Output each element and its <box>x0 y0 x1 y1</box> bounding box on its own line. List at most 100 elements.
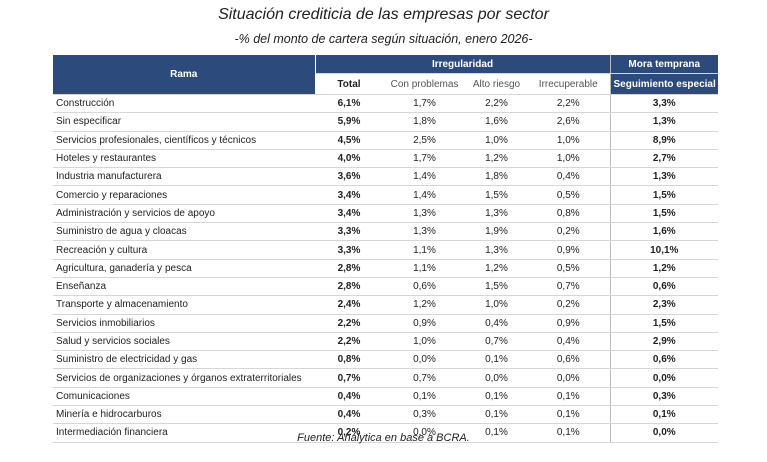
table-cell: 0,0% <box>466 368 527 388</box>
table-row: Servicios de organizaciones y órganos ex… <box>53 368 719 388</box>
column-header: Irrecuperable <box>527 73 611 95</box>
table-cell: 1,9% <box>466 222 527 242</box>
header-cell: Mora temprana <box>609 55 719 74</box>
table-row: Salud y servicios sociales 2,2% 1,0% 0,7% 0,… <box>53 332 719 352</box>
table-row: Transporte y almacenamiento 2,4% 1,2% 1,0% 0… <box>53 295 719 315</box>
table-cell: 1,5% <box>609 314 719 333</box>
table-cell: 0,8% <box>315 350 383 370</box>
table-cell: 1,3% <box>609 112 719 132</box>
table-cell: 1,0% <box>383 332 466 352</box>
table-cell: 0,9% <box>383 314 466 333</box>
table-cell: 0,4% <box>315 405 383 425</box>
table-cell: Agricultura, ganadería y pesca <box>53 259 315 278</box>
table-cell: 1,5% <box>466 185 527 205</box>
table-cell: Suministro de electricidad y gas <box>53 350 315 370</box>
table-cell: 1,3% <box>466 240 527 260</box>
table-row: Enseñanza 2,8% 0,6% 1,5% 0,7% 0,6% <box>53 277 719 297</box>
table-cell: Sin especificar <box>53 112 315 132</box>
table-cell: 0,1% <box>527 405 611 425</box>
table-row: Suministro de agua y cloacas 3,3% 1,3% 1,9%… <box>53 222 719 242</box>
table-cell: 0,4% <box>466 314 527 333</box>
table-cell: 1,3% <box>609 167 719 187</box>
table-cell: 0,3% <box>383 405 466 425</box>
table-cell: 2,8% <box>315 277 383 297</box>
table-cell: 4,0% <box>315 149 383 169</box>
table-cell: 3,6% <box>315 167 383 187</box>
table-cell: 1,4% <box>383 167 466 187</box>
table-cell: 0,7% <box>383 368 466 388</box>
table-cell: 2,5% <box>383 131 466 150</box>
table-cell: 0,5% <box>527 259 611 278</box>
table-cell: 5,9% <box>315 112 383 132</box>
table-cell: 2,9% <box>609 332 719 352</box>
table-cell: 1,2% <box>466 259 527 278</box>
table-cell: 0,6% <box>609 350 719 370</box>
table-cell: 2,4% <box>315 295 383 315</box>
table-cell: Servicios profesionales, científicos y t… <box>53 131 315 150</box>
table-cell: 0,2% <box>527 295 611 315</box>
table-cell: 0,7% <box>527 277 611 297</box>
table-row: Agricultura, ganadería y pesca 2,8% 1,1% 1,… <box>53 259 719 278</box>
table-cell: Enseñanza <box>53 277 315 297</box>
table-cell: 0,0% <box>527 368 611 388</box>
table-cell: Construcción <box>53 94 315 114</box>
table-cell: 0,9% <box>527 314 611 333</box>
table-cell: 2,2% <box>466 94 527 114</box>
table-cell: Hoteles y restaurantes <box>53 149 315 169</box>
table-cell: 0,1% <box>466 387 527 407</box>
table-row: Administración y servicios de apoyo 3,4% 1… <box>53 204 719 224</box>
table-cell: 1,2% <box>609 259 719 278</box>
table-cell: 0,1% <box>609 405 719 425</box>
table-cell: 0,7% <box>466 332 527 352</box>
table-cell: 8,9% <box>609 131 719 150</box>
table-cell: 0,2% <box>315 423 383 443</box>
table-row: Sin especificar 5,9% 1,8% 1,6% 2,6% 1,3% <box>53 112 719 132</box>
table-cell: 0,0% <box>609 368 719 388</box>
table-cell: 1,7% <box>383 149 466 169</box>
header-cell: Irregularidad <box>314 55 611 74</box>
table-cell: Industria manufacturera <box>53 167 315 187</box>
table-cell: 1,0% <box>466 295 527 315</box>
table-row: Comercio y reparaciones 3,4% 1,4% 1,5% 0,5% 1… <box>53 185 719 205</box>
table-cell: 3,3% <box>609 94 719 114</box>
table-cell: 0,4% <box>527 332 611 352</box>
table-cell: 2,6% <box>527 112 611 132</box>
table-cell: 1,8% <box>383 112 466 132</box>
table-cell: 1,5% <box>609 185 719 205</box>
table-cell: 0,6% <box>527 350 611 370</box>
table-cell: 0,1% <box>383 387 466 407</box>
table-cell: 1,1% <box>383 259 466 278</box>
table-row: Minería e hidrocarburos 0,4% 0,3% 0,1% 0,1% 0… <box>53 405 719 425</box>
table-row: Construcción 6,1% 1,7% 2,2% 2,2% 3,3% <box>53 94 719 114</box>
table-cell: 0,8% <box>527 204 611 224</box>
column-header: Seguimiento especial <box>609 73 719 95</box>
table-cell: 1,1% <box>383 240 466 260</box>
table-cell: 0,4% <box>527 167 611 187</box>
table-row: Industria manufacturera 3,6% 1,4% 1,8% 0,4% 1… <box>53 167 719 187</box>
column-header: Con problemas <box>383 73 466 95</box>
table-cell: 0,1% <box>527 387 611 407</box>
table-cell: 1,3% <box>466 204 527 224</box>
table-cell: Comercio y reparaciones <box>53 185 315 205</box>
table-cell: 0,2% <box>527 222 611 242</box>
table-cell: 1,4% <box>383 185 466 205</box>
header-cell: Rama <box>53 55 315 95</box>
table-cell: 0,0% <box>383 423 466 443</box>
table-cell: 0,6% <box>383 277 466 297</box>
table: Rama Irregularidad Mora temprana Total Co… <box>53 55 719 443</box>
table-cell: 1,7% <box>383 94 466 114</box>
table-cell: 2,3% <box>609 295 719 315</box>
table-cell: 1,0% <box>527 149 611 169</box>
table-cell: 0,5% <box>527 185 611 205</box>
table-cell: 1,6% <box>609 222 719 242</box>
table-cell: 0,4% <box>315 387 383 407</box>
title: Situación crediticia de las empresas por… <box>218 6 549 23</box>
table-row: Servicios inmobiliarios 2,2% 0,9% 0,4% 0,9% 1… <box>53 314 719 333</box>
table-cell: 0,0% <box>609 423 719 443</box>
table-cell: Servicios de organizaciones y órganos ex… <box>53 368 315 388</box>
table-cell: Suministro de agua y cloacas <box>53 222 315 242</box>
table-cell: 4,5% <box>315 131 383 150</box>
table-cell: 2,2% <box>315 332 383 352</box>
table-cell: 2,8% <box>315 259 383 278</box>
